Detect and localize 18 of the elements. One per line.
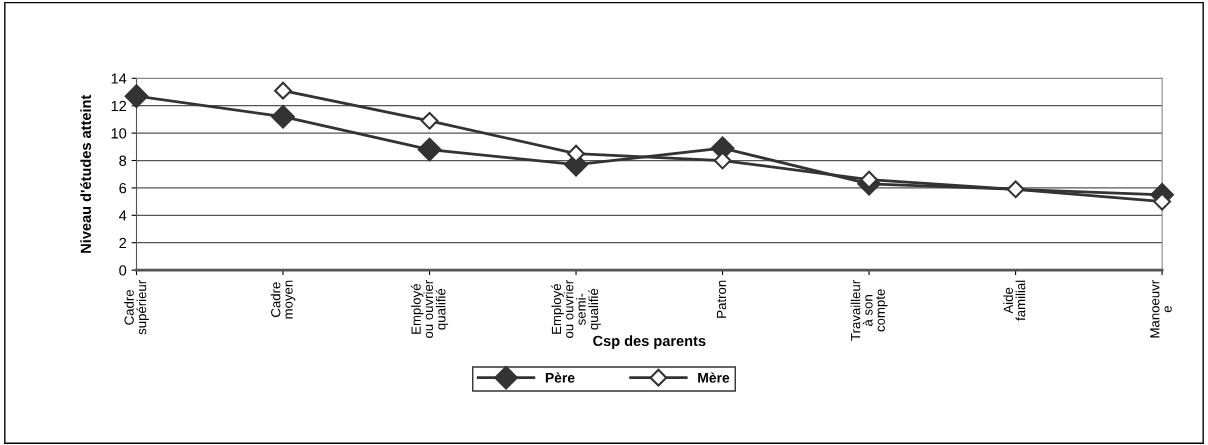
x-tick-label: Cadre moyen [270,280,296,319]
x-tick-label: Aide familial [1003,280,1026,321]
y-tick-label: 8 [119,155,127,166]
x-tick-label: Cadre supérieur [124,280,149,335]
y-tick-label: 10 [111,128,127,139]
y-tick-label: 4 [119,210,127,221]
y-tick-label: 6 [119,183,127,194]
x-tick-label: Manoeuvr e [1150,280,1172,338]
legend-label: Mère [698,372,730,383]
y-tick-label: 14 [111,73,127,84]
x-tick-label: Travailleur à son compte [850,280,888,341]
x-tick-label: Patron [716,280,727,318]
legend-label: Père [545,372,575,383]
y-tick-label: 12 [111,100,127,111]
x-tick-label: Employé ou ouvrier qualifié [410,280,449,338]
y-axis-title: Niveau d'études atteint [80,94,92,253]
y-tick-label: 2 [119,237,127,248]
y-tick-label: 0 [119,265,127,276]
